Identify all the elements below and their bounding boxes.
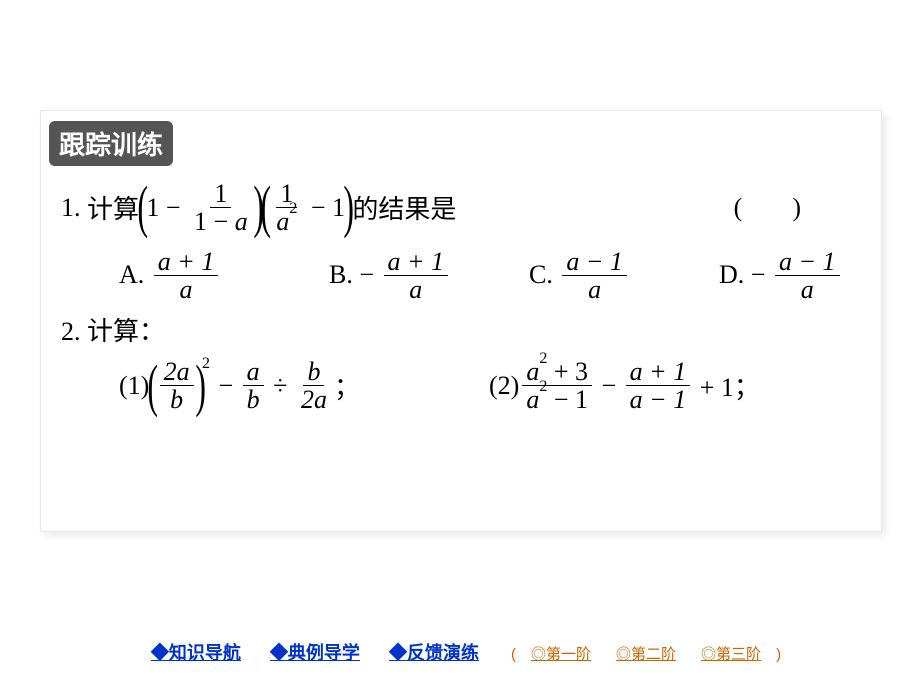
q1-one: 1 <box>146 193 159 223</box>
option-b: B. − a + 1 a <box>329 248 529 304</box>
nav-open-paren: ( <box>511 646 516 663</box>
q2-part2: (2) a2 + 3 a2 − 1 − a + 1 a − 1 + 1； <box>489 358 760 414</box>
option-d: D. − a − 1 a <box>719 248 843 304</box>
question-1: 1. 计算 ( 1 − 1 1 − a ) ( 1 a2 − 1 ) 的结果是 … <box>61 180 881 236</box>
question-2: 2. 计算： <box>61 311 881 348</box>
nav-examples[interactable]: ◆典例导学 <box>270 643 360 663</box>
bottom-nav: ◆知识导航 ◆典例导学 ◆反馈演练 ( ◎第一阶 ◎第二阶 ◎第三阶 ) <box>0 639 920 665</box>
left-paren-2: ( <box>260 190 271 225</box>
q1-minus: − <box>159 193 187 223</box>
nav-feedback[interactable]: ◆反馈演练 <box>389 643 479 663</box>
left-paren: ( <box>148 369 159 404</box>
option-a: A. a + 1 a <box>119 248 329 304</box>
right-paren: ) <box>195 369 206 404</box>
nav-stage3[interactable]: ◎第三阶 <box>701 646 761 663</box>
q1-prefix: 计算 <box>87 189 139 226</box>
nav-stage1[interactable]: ◎第一阶 <box>531 646 591 663</box>
q1-frac1: 1 1 − a <box>190 180 252 236</box>
q1-options: A. a + 1 a B. − a + 1 a C. a − 1 a D. − … <box>119 248 881 304</box>
q1-answer-blank: () <box>456 193 881 223</box>
q2-parts: (1) ( 2a b ) 2 − a b ÷ b 2a ； (2) a2 + <box>119 358 881 414</box>
q1-minus-one: − 1 <box>304 193 345 223</box>
q1-number: 1. <box>61 193 87 223</box>
nav-stage2[interactable]: ◎第二阶 <box>616 646 676 663</box>
q1-suffix: 的结果是 <box>352 189 456 226</box>
q1-frac2: 1 a2 <box>272 180 301 236</box>
q2-part1: (1) ( 2a b ) 2 − a b ÷ b 2a ； <box>119 358 489 414</box>
content-box: 跟踪训练 1. 计算 ( 1 − 1 1 − a ) ( 1 a2 − 1 ) … <box>40 110 882 532</box>
right-paren-2: ) <box>343 190 354 225</box>
option-c: C. a − 1 a <box>529 248 719 304</box>
nav-close-paren: ) <box>776 646 781 663</box>
left-paren-1: ( <box>137 190 148 225</box>
frac-den: 1 − a <box>190 208 252 235</box>
section-badge: 跟踪训练 <box>49 121 173 166</box>
square-sup: 2 <box>202 355 210 373</box>
nav-knowledge[interactable]: ◆知识导航 <box>151 643 241 663</box>
frac-den: a2 <box>272 208 301 235</box>
frac-num: 1 <box>210 180 231 208</box>
